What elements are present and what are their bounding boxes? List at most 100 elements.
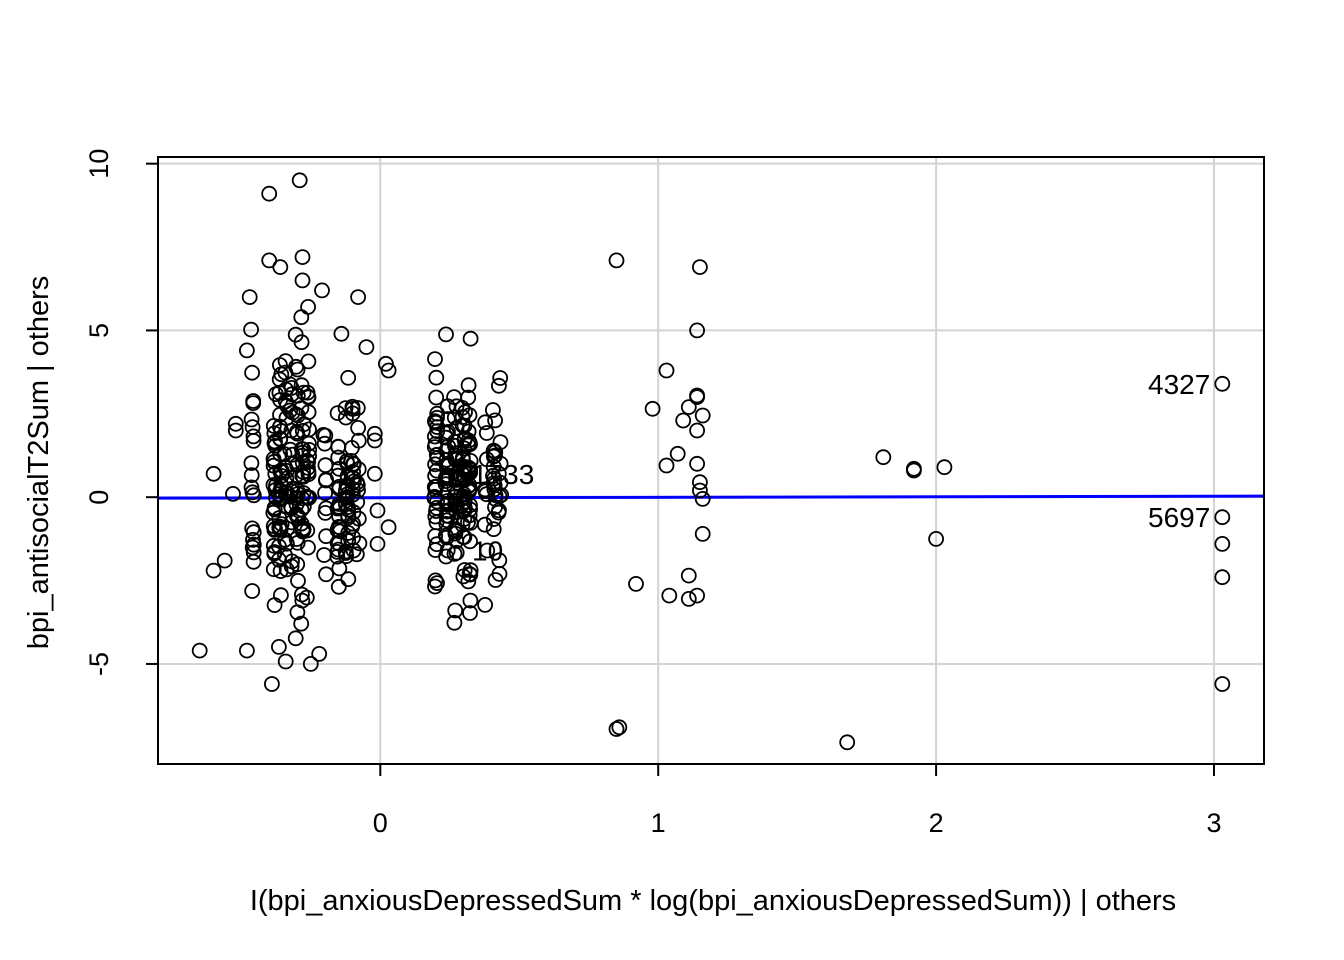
data-point <box>446 614 463 631</box>
data-point <box>329 405 346 422</box>
data-point <box>331 496 348 512</box>
data-point <box>317 485 334 501</box>
data-point <box>287 630 304 647</box>
data-point <box>456 562 473 578</box>
data-point <box>1214 375 1231 392</box>
data-point <box>290 572 306 589</box>
data-point <box>839 734 856 751</box>
data-point <box>291 172 308 189</box>
data-point <box>462 566 479 583</box>
data-point <box>344 405 361 422</box>
data-point <box>225 485 241 502</box>
data-point <box>331 500 348 517</box>
data-point <box>340 369 357 386</box>
data-point <box>299 522 316 539</box>
data-point <box>440 508 457 524</box>
data-point <box>330 578 347 595</box>
fit-line <box>157 494 1265 500</box>
data-point <box>289 425 306 442</box>
data-point <box>448 504 465 520</box>
plot-frame <box>157 156 1265 765</box>
data-point <box>294 447 311 464</box>
data-point <box>316 547 333 563</box>
point-label: 1733 <box>472 459 534 490</box>
data-point <box>427 351 443 368</box>
data-point <box>447 602 464 619</box>
data-point <box>244 583 261 599</box>
data-point <box>437 527 454 544</box>
data-point <box>339 499 356 516</box>
data-point <box>427 542 444 558</box>
data-point <box>288 406 304 423</box>
y-tick-label: 5 <box>84 323 114 338</box>
data-point <box>366 465 383 482</box>
data-point <box>485 521 502 538</box>
data-point <box>680 399 697 416</box>
data-point <box>272 392 289 408</box>
x-tick-label: 0 <box>373 808 388 838</box>
data-point <box>283 500 300 517</box>
data-point <box>191 642 208 659</box>
data-point <box>349 400 366 416</box>
data-point <box>243 455 260 472</box>
data-point <box>875 449 892 466</box>
data-point <box>238 342 255 359</box>
data-point <box>339 486 356 503</box>
data-point <box>1214 536 1231 552</box>
data-point <box>429 423 446 440</box>
data-point <box>490 377 507 394</box>
data-point <box>608 721 625 737</box>
data-point <box>446 389 463 406</box>
point-label: 10 <box>472 536 503 567</box>
y-tick-label: 10 <box>84 149 114 179</box>
data-point <box>261 185 278 202</box>
data-point <box>456 502 473 519</box>
data-point <box>266 597 283 613</box>
data-point <box>340 533 357 549</box>
data-point <box>476 516 493 533</box>
data-point <box>318 528 335 545</box>
data-point <box>460 423 477 440</box>
data-point <box>462 605 478 621</box>
data-point <box>298 589 315 606</box>
data-point <box>479 542 496 559</box>
data-point <box>491 566 508 582</box>
data-point <box>427 578 443 595</box>
data-point <box>243 467 260 484</box>
data-point <box>265 561 282 578</box>
data-point <box>454 399 471 416</box>
data-point <box>272 259 289 276</box>
data-point <box>1214 569 1231 586</box>
data-point <box>492 474 509 491</box>
data-point <box>1214 509 1231 526</box>
data-point <box>460 573 477 590</box>
data-point <box>484 402 501 418</box>
data-point <box>266 544 283 560</box>
data-point <box>478 425 495 441</box>
data-point <box>456 529 473 545</box>
data-point <box>289 407 306 424</box>
data-point <box>608 252 625 269</box>
data-point <box>245 395 262 412</box>
data-point <box>694 490 711 507</box>
x-tick-label: 3 <box>1206 808 1221 838</box>
data-point <box>380 362 397 379</box>
data-point <box>294 490 311 507</box>
data-point <box>271 518 288 535</box>
data-point <box>348 546 365 563</box>
data-point <box>459 459 476 476</box>
data-point <box>272 431 289 447</box>
data-point <box>680 591 697 607</box>
data-point <box>265 537 282 554</box>
data-point <box>300 539 316 556</box>
data-point <box>216 552 233 569</box>
data-point <box>244 364 261 381</box>
x-axis: 0 1 2 3 <box>373 764 1221 838</box>
data-point <box>447 451 464 468</box>
data-point <box>680 567 697 584</box>
data-point <box>477 414 494 431</box>
data-point <box>694 407 711 424</box>
data-point <box>1214 676 1231 692</box>
data-point <box>427 572 444 589</box>
data-point <box>272 463 289 480</box>
